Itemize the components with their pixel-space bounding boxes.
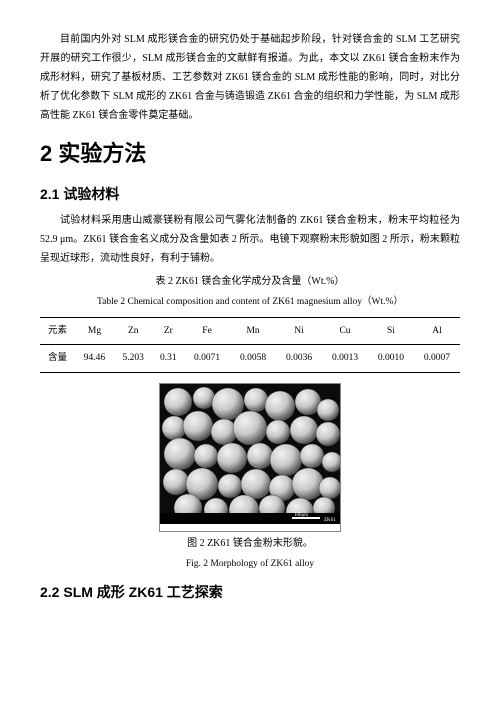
col-zr: Zr — [153, 318, 184, 345]
col-mn: Mn — [230, 318, 276, 345]
val-mg: 94.46 — [75, 345, 114, 372]
svg-text:100μm: 100μm — [294, 513, 308, 518]
figure2: 100μm ZK61 — [40, 383, 460, 532]
val-cu: 0.0013 — [322, 345, 368, 372]
val-ni: 0.0036 — [276, 345, 322, 372]
val-fe: 0.0071 — [184, 345, 230, 372]
table-data-row: 含量 94.46 5.203 0.31 0.0071 0.0058 0.0036… — [40, 345, 460, 372]
col-zn: Zn — [114, 318, 153, 345]
col-ni: Ni — [276, 318, 322, 345]
val-mn: 0.0058 — [230, 345, 276, 372]
intro-paragraph: 目前国内外对 SLM 成形镁合金的研究仍处于基础起步阶段，针对镁合金的 SLM … — [40, 30, 460, 125]
col-cu: Cu — [322, 318, 368, 345]
subsection-heading-materials: 2.1 试验材料 — [40, 181, 460, 208]
val-al: 0.0007 — [414, 345, 460, 372]
section-heading-methods: 2 实验方法 — [40, 133, 460, 175]
sem-image: 100μm ZK61 — [159, 383, 341, 532]
composition-table: 元素 Mg Zn Zr Fe Mn Ni Cu Si Al 含量 94.46 5… — [40, 317, 460, 372]
row-label: 含量 — [40, 345, 75, 372]
table-header-row: 元素 Mg Zn Zr Fe Mn Ni Cu Si Al — [40, 318, 460, 345]
val-si: 0.0010 — [368, 345, 414, 372]
fig2-caption-cn: 图 2 ZK61 镁合金粉末形貌。 — [40, 534, 460, 553]
svg-text:ZK61: ZK61 — [324, 518, 336, 523]
col-si: Si — [368, 318, 414, 345]
col-al: Al — [414, 318, 460, 345]
header-label: 元素 — [40, 318, 75, 345]
subsection-heading-process: 2.2 SLM 成形 ZK61 工艺探索 — [40, 579, 460, 606]
val-zr: 0.31 — [153, 345, 184, 372]
fig2-caption-en: Fig. 2 Morphology of ZK61 alloy — [40, 555, 460, 573]
materials-paragraph: 试验材料采用唐山威豪镁粉有限公司气雾化法制备的 ZK61 镁合金粉末，粉末平均粒… — [40, 211, 460, 268]
col-fe: Fe — [184, 318, 230, 345]
val-zn: 5.203 — [114, 345, 153, 372]
table2-caption-cn: 表 2 ZK61 镁合金化学成分及含量（Wt.%） — [40, 272, 460, 291]
table2-caption-en: Table 2 Chemical composition and content… — [40, 293, 460, 311]
col-mg: Mg — [75, 318, 114, 345]
